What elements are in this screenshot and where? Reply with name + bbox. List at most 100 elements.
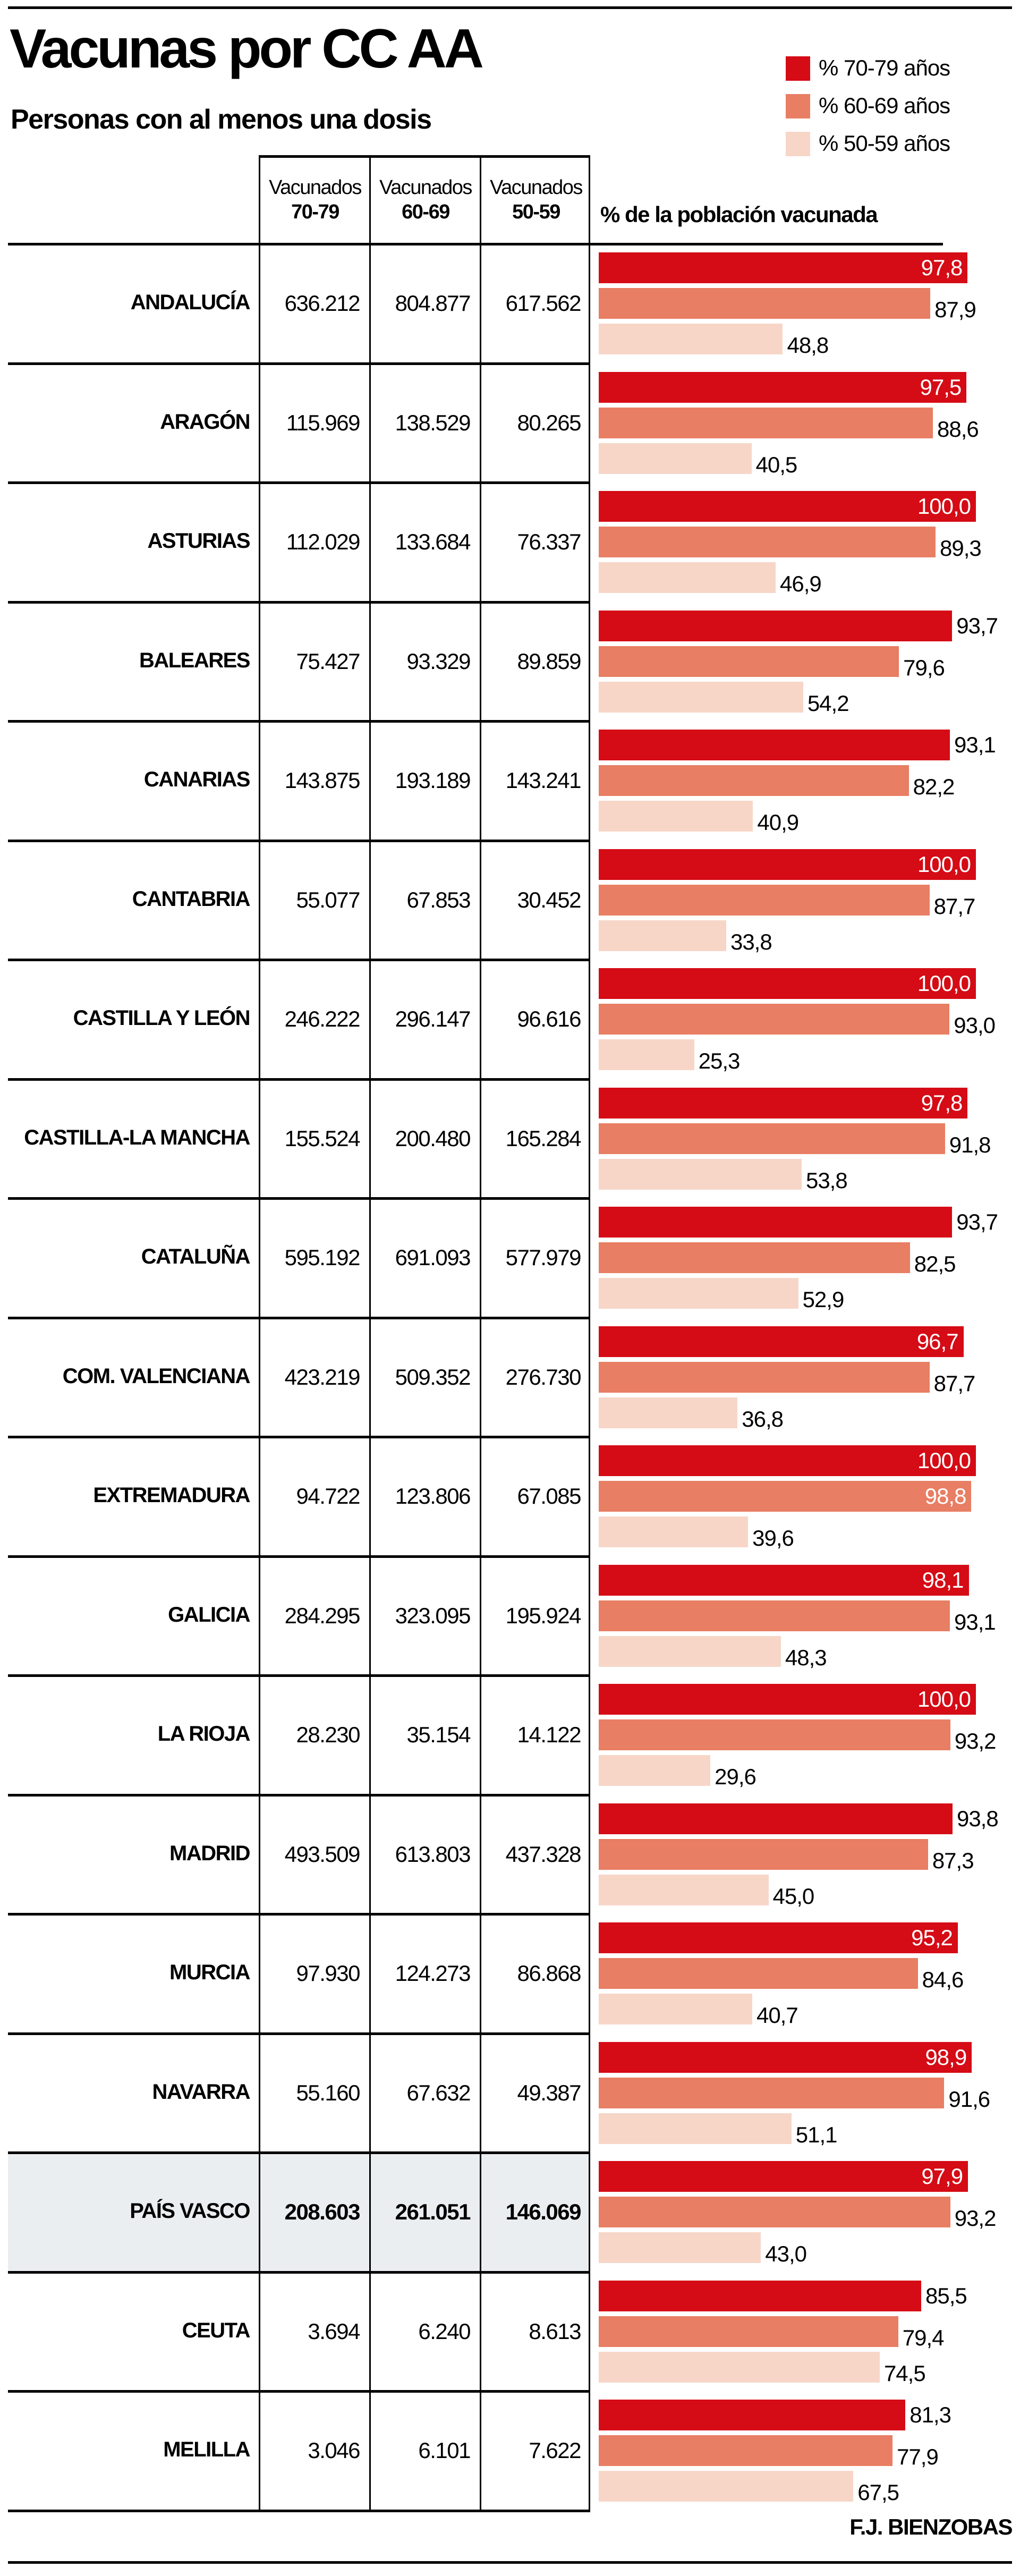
percent-header: % de la población vacunada [600, 202, 878, 227]
vaccinated-count: 691.093 [395, 1245, 471, 1270]
bar-value-label: 93,0 [954, 1013, 996, 1038]
vaccinated-count: 617.562 [505, 291, 582, 316]
vaccinated-count: 86.868 [517, 1961, 582, 1986]
vaccinated-count: 208.603 [284, 2199, 361, 2225]
bar-value-label: 87,9 [934, 297, 976, 322]
vaccinated-count: 67.632 [406, 2080, 471, 2105]
bar-60-69 [599, 1600, 950, 1631]
bar-50-59 [599, 443, 752, 474]
bar-60-69 [599, 1481, 972, 1512]
bar-70-79 [599, 491, 976, 522]
bar-value-label: 93,1 [954, 1609, 996, 1634]
bar-70-79 [599, 1087, 968, 1118]
bar-value-label: 40,9 [757, 810, 799, 835]
bar-value-label: 82,5 [914, 1251, 956, 1276]
vaccinated-count: 193.189 [395, 768, 471, 793]
vaccinated-count: 112.029 [286, 529, 361, 555]
legend-swatch [786, 132, 810, 156]
bar-value-label: 82,2 [913, 774, 955, 799]
row-divider [8, 1555, 590, 1558]
vaccinated-count: 595.192 [284, 1245, 361, 1270]
row-divider [8, 2270, 590, 2274]
bar-50-59 [599, 1039, 694, 1070]
bar-value-label: 33,8 [730, 929, 772, 954]
row-label: ARAGÓN [160, 410, 250, 434]
bar-value-label: 81,3 [910, 2402, 951, 2427]
vaccinated-count: 94.722 [296, 1484, 361, 1509]
vaccinated-count: 323.095 [395, 1603, 471, 1628]
vaccinated-count: 195.924 [505, 1603, 582, 1628]
vaccinated-count: 76.337 [517, 529, 582, 555]
bar-value-label: 79,4 [902, 2325, 945, 2350]
bar-value-label: 100,0 [917, 494, 971, 519]
bar-value-label: 88,6 [937, 416, 979, 442]
table-header-bottom-line [8, 243, 943, 245]
vaccinated-count: 284.295 [284, 1603, 361, 1628]
bar-60-69 [599, 527, 936, 557]
vaccinated-count: 96.616 [517, 1006, 582, 1032]
bar-70-79 [599, 730, 950, 760]
bar-50-59 [599, 1278, 798, 1309]
vaccinated-count: 123.806 [395, 1484, 471, 1509]
bar-70-79 [599, 1684, 976, 1715]
bar-value-label: 85,5 [925, 2283, 967, 2308]
vaccinated-count: 75.427 [296, 648, 361, 674]
bar-value-label: 29,6 [715, 1764, 756, 1789]
vaccinated-count: 80.265 [517, 410, 582, 435]
row-label: EXTREMADURA [93, 1484, 250, 1507]
row-label: ANDALUCÍA [130, 291, 251, 315]
bar-value-label: 25,3 [698, 1048, 741, 1073]
bar-value-label: 52,9 [802, 1287, 845, 1312]
bar-70-79 [599, 849, 976, 880]
bar-70-79 [599, 2041, 972, 2073]
vaccinated-count: 636.212 [284, 291, 361, 316]
bar-value-label: 40,7 [756, 2003, 798, 2028]
bar-60-69 [599, 884, 930, 916]
bar-50-59 [599, 1994, 752, 2024]
bar-60-69 [599, 288, 931, 319]
bar-60-69 [599, 1361, 930, 1393]
bar-value-label: 45,0 [772, 1883, 815, 1909]
bar-60-69 [599, 1958, 918, 1989]
column-divider [480, 156, 481, 2511]
bar-50-59 [599, 1158, 802, 1190]
bar-60-69 [599, 1719, 950, 1750]
vaccinated-count: 93.329 [406, 648, 471, 674]
vaccinated-count: 143.875 [284, 768, 361, 793]
bar-value-label: 39,6 [752, 1526, 794, 1550]
row-divider [8, 2390, 590, 2393]
vaccinated-count: 437.328 [505, 1841, 582, 1867]
row-divider [8, 600, 590, 604]
legend-label: % 50-59 años [819, 131, 950, 156]
bar-70-79 [599, 252, 968, 283]
row-divider [8, 2151, 590, 2154]
chart-subtitle: Personas con al menos una dosis [11, 104, 432, 135]
bar-60-69 [599, 1004, 950, 1035]
bar-value-label: 95,2 [911, 1925, 953, 1950]
vaccinated-count: 143.241 [505, 768, 582, 793]
row-label: CATALUÑA [141, 1245, 251, 1269]
bar-value-label: 97,8 [921, 255, 963, 280]
bar-value-label: 98,8 [924, 1484, 967, 1509]
bar-50-59 [599, 324, 783, 354]
bar-70-79 [599, 2280, 922, 2311]
row-divider [8, 2509, 590, 2512]
bar-60-69 [599, 2435, 893, 2466]
bar-value-label: 97,8 [921, 1090, 963, 1115]
bar-value-label: 97,9 [921, 2164, 963, 2189]
bar-value-label: 87,7 [933, 1370, 976, 1396]
bar-50-59 [599, 1874, 769, 1905]
bar-value-label: 87,7 [933, 893, 976, 919]
bar-value-label: 87,3 [932, 1848, 974, 1873]
bar-value-label: 48,3 [785, 1645, 827, 1670]
vaccinated-count: 165.284 [505, 1125, 582, 1151]
row-divider [8, 2032, 590, 2035]
vaccinated-count: 276.730 [505, 1364, 582, 1389]
bar-value-label: 93,1 [954, 732, 996, 757]
vaccinated-count: 55.160 [296, 2080, 361, 2105]
column-header-top: Vacunados [490, 176, 583, 199]
row-label: MELILLA [163, 2438, 250, 2462]
bar-50-59 [599, 2471, 854, 2502]
row-highlight [8, 2154, 589, 2272]
bar-60-69 [599, 2077, 945, 2108]
